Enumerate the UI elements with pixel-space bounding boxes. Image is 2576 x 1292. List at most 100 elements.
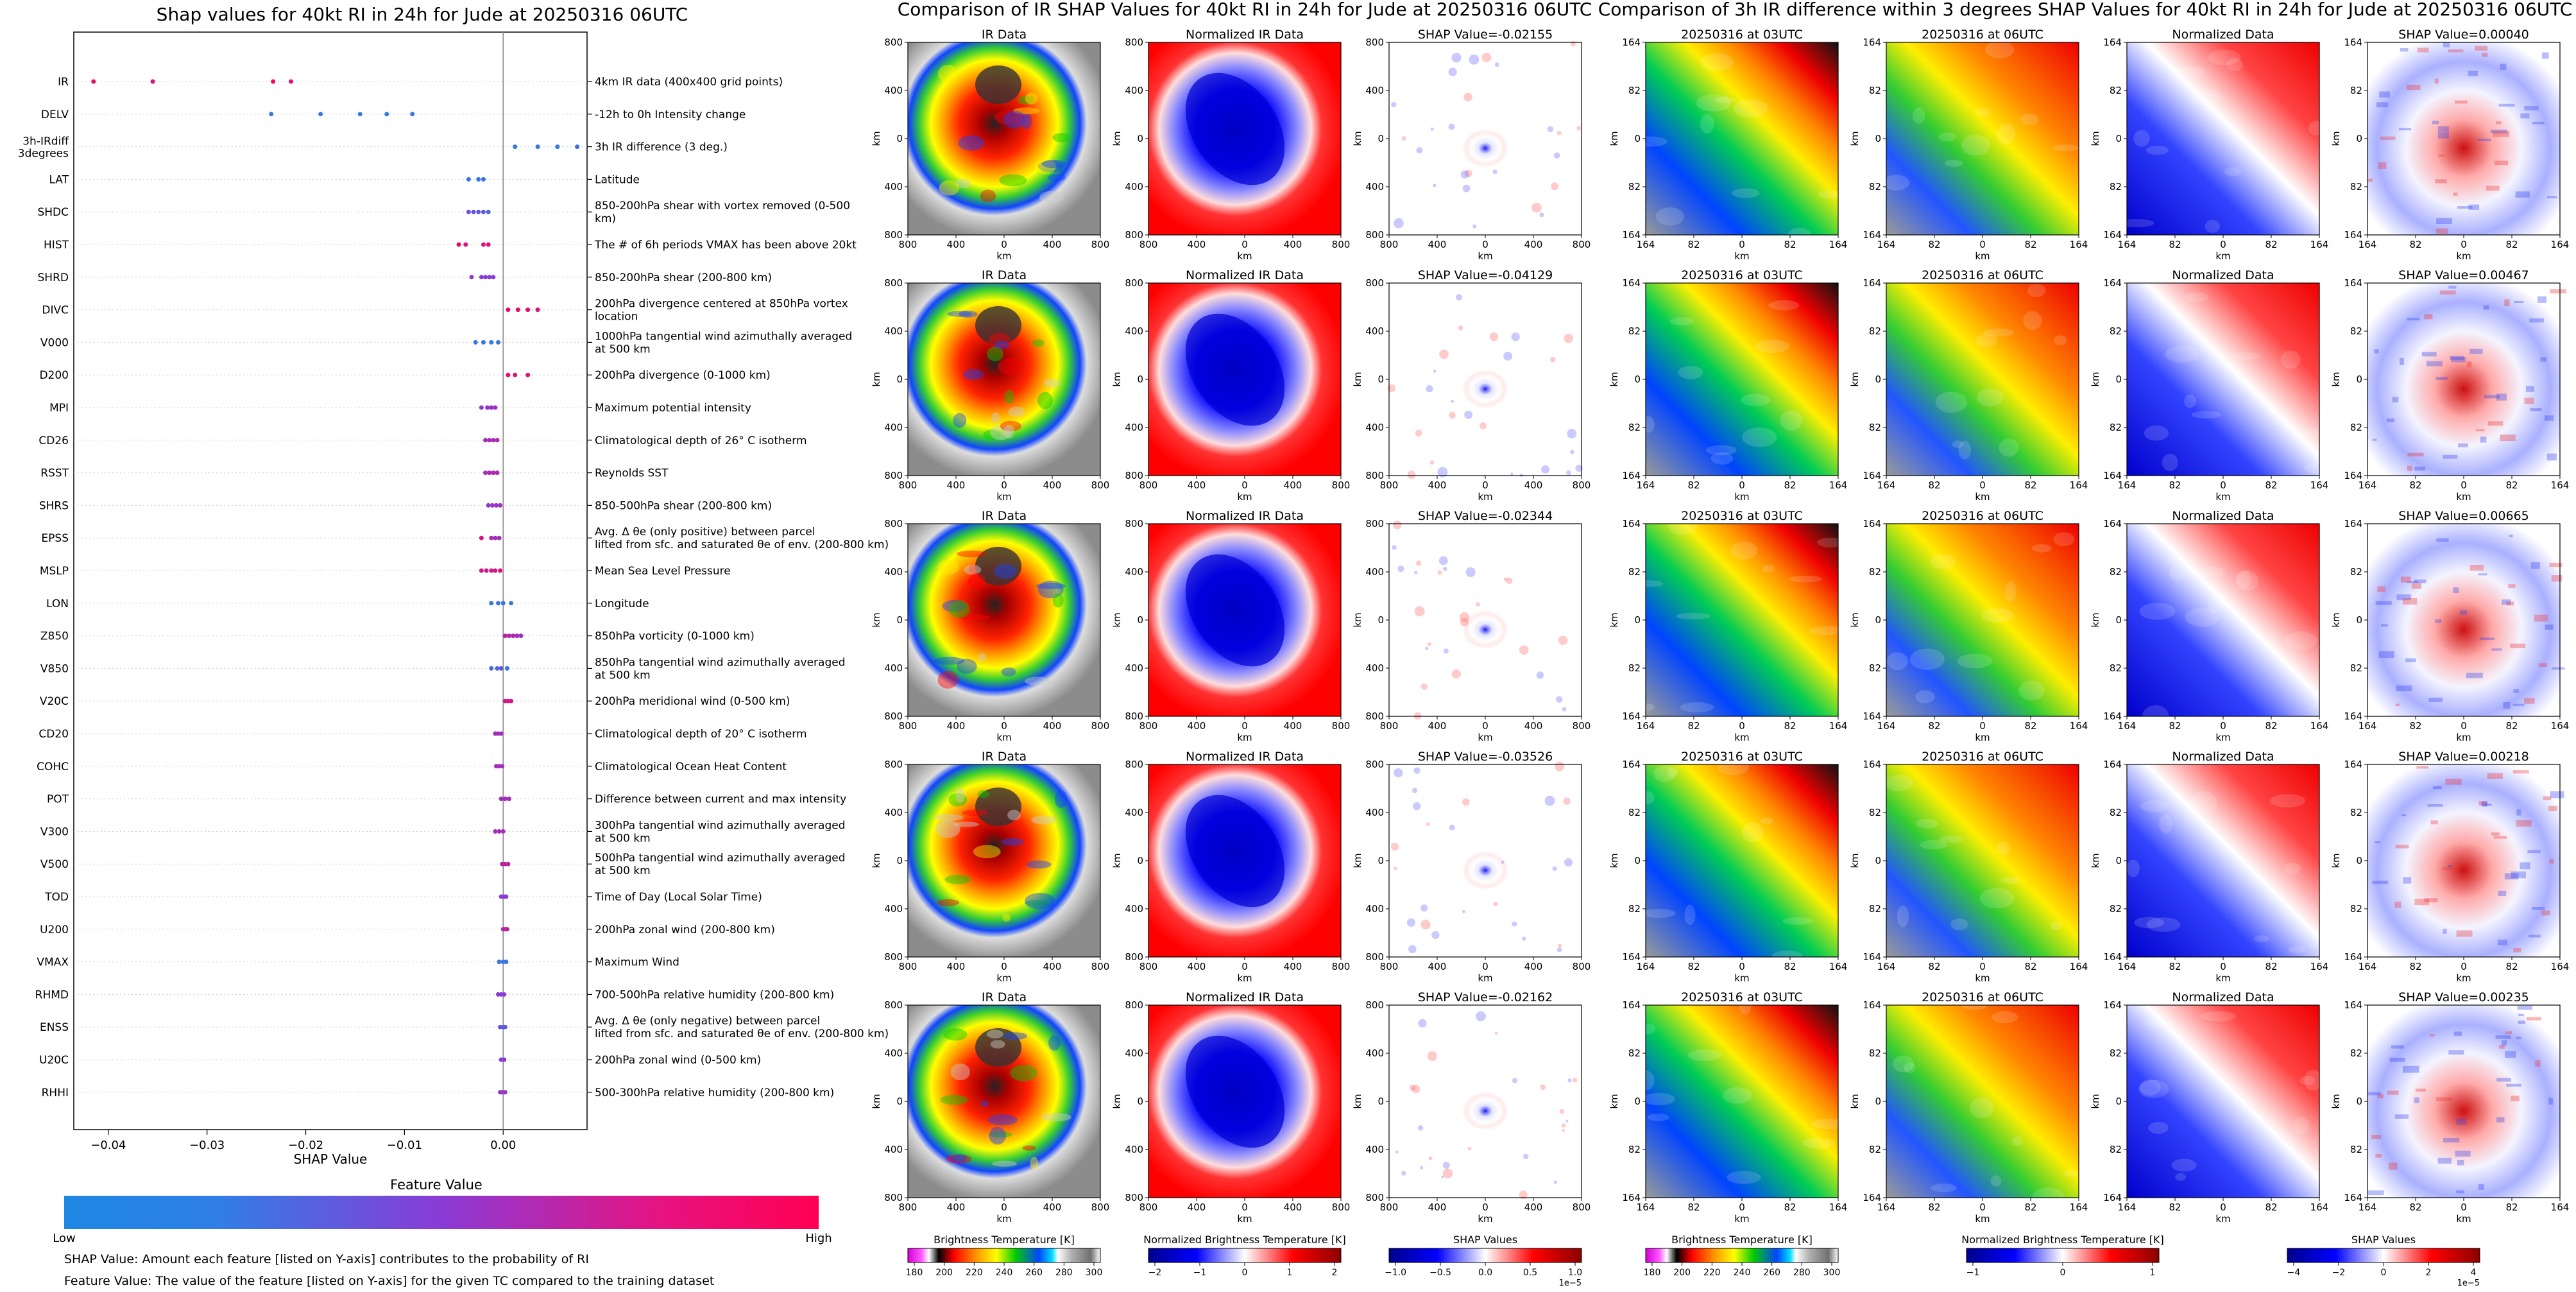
texture-blob: [1730, 541, 1758, 560]
shap-speckle: [1433, 184, 1437, 187]
feature-row-5: HIST The # of 6h periods VMAX has been ab…: [44, 239, 857, 252]
x-tick-label: 82: [1784, 720, 1796, 732]
texture-blob: [2144, 425, 2169, 441]
y-axis-label: km: [1849, 131, 1861, 146]
y-tick-label: 800: [884, 999, 903, 1011]
y-tick-label: 164: [2103, 229, 2122, 241]
shap-speckle: [1467, 1146, 1472, 1151]
feature-row-19: V20C 200hPa meridional wind (0-500 km): [40, 695, 790, 708]
cloud-blob: [959, 310, 978, 318]
feature-row-22: POT Difference between current and max in…: [47, 793, 846, 806]
feature-description-line2: location: [595, 311, 638, 323]
panel-title: IR Data: [982, 750, 1027, 764]
shap-speckle: [2421, 352, 2437, 357]
shap-speckle: [1540, 1084, 1546, 1090]
diff_section-panel-r1-c3: SHAP Value=0.004671641648282008282164164…: [2330, 268, 2569, 503]
shap-speckle: [1464, 410, 1473, 419]
shap-speckle: [1414, 606, 1425, 617]
shap-point: [489, 601, 494, 606]
texture-blob: [2236, 570, 2251, 589]
x-axis-label: km: [2215, 491, 2230, 503]
shap-speckle: [1523, 1153, 1529, 1160]
x-tick-label: 400: [1188, 239, 1206, 250]
y-tick-label: 0: [1875, 374, 1881, 385]
x-tick-label: 164: [2310, 961, 2329, 972]
y-tick-label: 0: [1634, 855, 1641, 866]
shap-speckle: [2548, 805, 2558, 811]
shap-speckle: [1442, 567, 1447, 571]
shap-point: [483, 470, 488, 476]
shap-speckle: [1438, 556, 1448, 565]
shap-speckle: [1401, 1171, 1406, 1176]
x-tick-label: 0: [1739, 961, 1745, 972]
cloud-blob: [986, 1029, 1003, 1038]
x-axis-label: km: [2456, 491, 2471, 503]
cloud-blob: [948, 793, 968, 807]
texture-blob: [2185, 292, 2209, 302]
cloud-blob: [1025, 900, 1050, 906]
colorbar-tick-label: 0: [2381, 1268, 2387, 1278]
cloud-blob: [968, 573, 985, 590]
cloud-blob: [964, 564, 982, 575]
x-tick-label: 164: [1829, 479, 1848, 491]
feature-row-15: MSLP Mean Sea Level Pressure: [40, 565, 731, 578]
x-axis-label: km: [1478, 250, 1492, 262]
diff_section-panel-r1-c0: 20250316 at 03UTC1641648282008282164164k…: [1608, 268, 1847, 503]
shap-point: [509, 698, 514, 703]
x-tick-label: 82: [2409, 961, 2421, 972]
y-tick-label: 82: [2350, 1047, 2362, 1059]
x-tick-label: −0.01: [387, 1139, 422, 1152]
colorbar: [907, 1248, 1101, 1263]
cloud-blob: [1017, 96, 1035, 105]
cloud-blob: [937, 671, 959, 689]
shap-speckle: [1420, 920, 1431, 930]
x-axis-label: km: [996, 1213, 1011, 1225]
y-tick-label: 164: [2344, 1192, 2362, 1203]
shap-speckle: [2437, 132, 2450, 139]
panel-image: [1646, 764, 1838, 957]
cloud-blob: [1037, 392, 1053, 409]
y-tick-label: 0: [2115, 1096, 2122, 1107]
shap-speckle: [2443, 42, 2450, 47]
shap-speckle: [2367, 1092, 2382, 1096]
shap-speckle: [1391, 101, 1397, 108]
texture-blob: [2146, 917, 2181, 932]
y-tick-label: 800: [1365, 37, 1384, 48]
panel-image: [1886, 42, 2079, 235]
texture-blob: [1931, 1183, 1957, 1193]
shap-speckle: [2447, 865, 2452, 868]
shap-point: [493, 405, 498, 410]
x-tick-label: 164: [1877, 961, 1896, 972]
texture-blob: [1700, 114, 1714, 134]
x-tick-label: 82: [1784, 1202, 1796, 1213]
cloud-blob: [1002, 914, 1011, 922]
x-tick-label: 800: [1091, 961, 1110, 972]
y-tick-label: 164: [1863, 711, 1881, 722]
shap-speckle: [2387, 1090, 2399, 1095]
y-axis-label: km: [1608, 1094, 1620, 1108]
shap-speckle: [2512, 770, 2529, 774]
texture-blob: [1919, 840, 1948, 850]
shap-speckle: [1460, 170, 1469, 179]
shap-speckle: [1406, 918, 1416, 927]
shap-speckle: [2529, 318, 2545, 323]
shap-speckle: [2552, 667, 2565, 670]
cloud-blob: [978, 653, 987, 662]
shap-speckle: [2495, 1035, 2511, 1039]
shap-speckle: [2510, 643, 2526, 648]
colorbar-tick-label: 280: [1793, 1268, 1811, 1278]
feature-code-label: V000: [40, 336, 69, 349]
shap-point: [489, 666, 494, 671]
cloud-blob: [953, 822, 980, 827]
texture-blob: [2018, 680, 2045, 701]
x-tick-label: 82: [2505, 961, 2518, 972]
x-tick-label: 400: [1284, 479, 1302, 491]
texture-blob: [1915, 818, 1938, 829]
y-tick-label: 82: [1628, 181, 1641, 193]
ir_section-panel-r1-c2: SHAP Value=-0.04129800800400400004004008…: [1352, 268, 1591, 503]
texture-blob: [1883, 175, 1909, 191]
shap-speckle: [1459, 612, 1470, 623]
shap-speckle: [2414, 1097, 2419, 1103]
feature-row-25: TOD Time of Day (Local Solar Time): [44, 891, 762, 904]
shap-speckle: [1492, 169, 1497, 175]
